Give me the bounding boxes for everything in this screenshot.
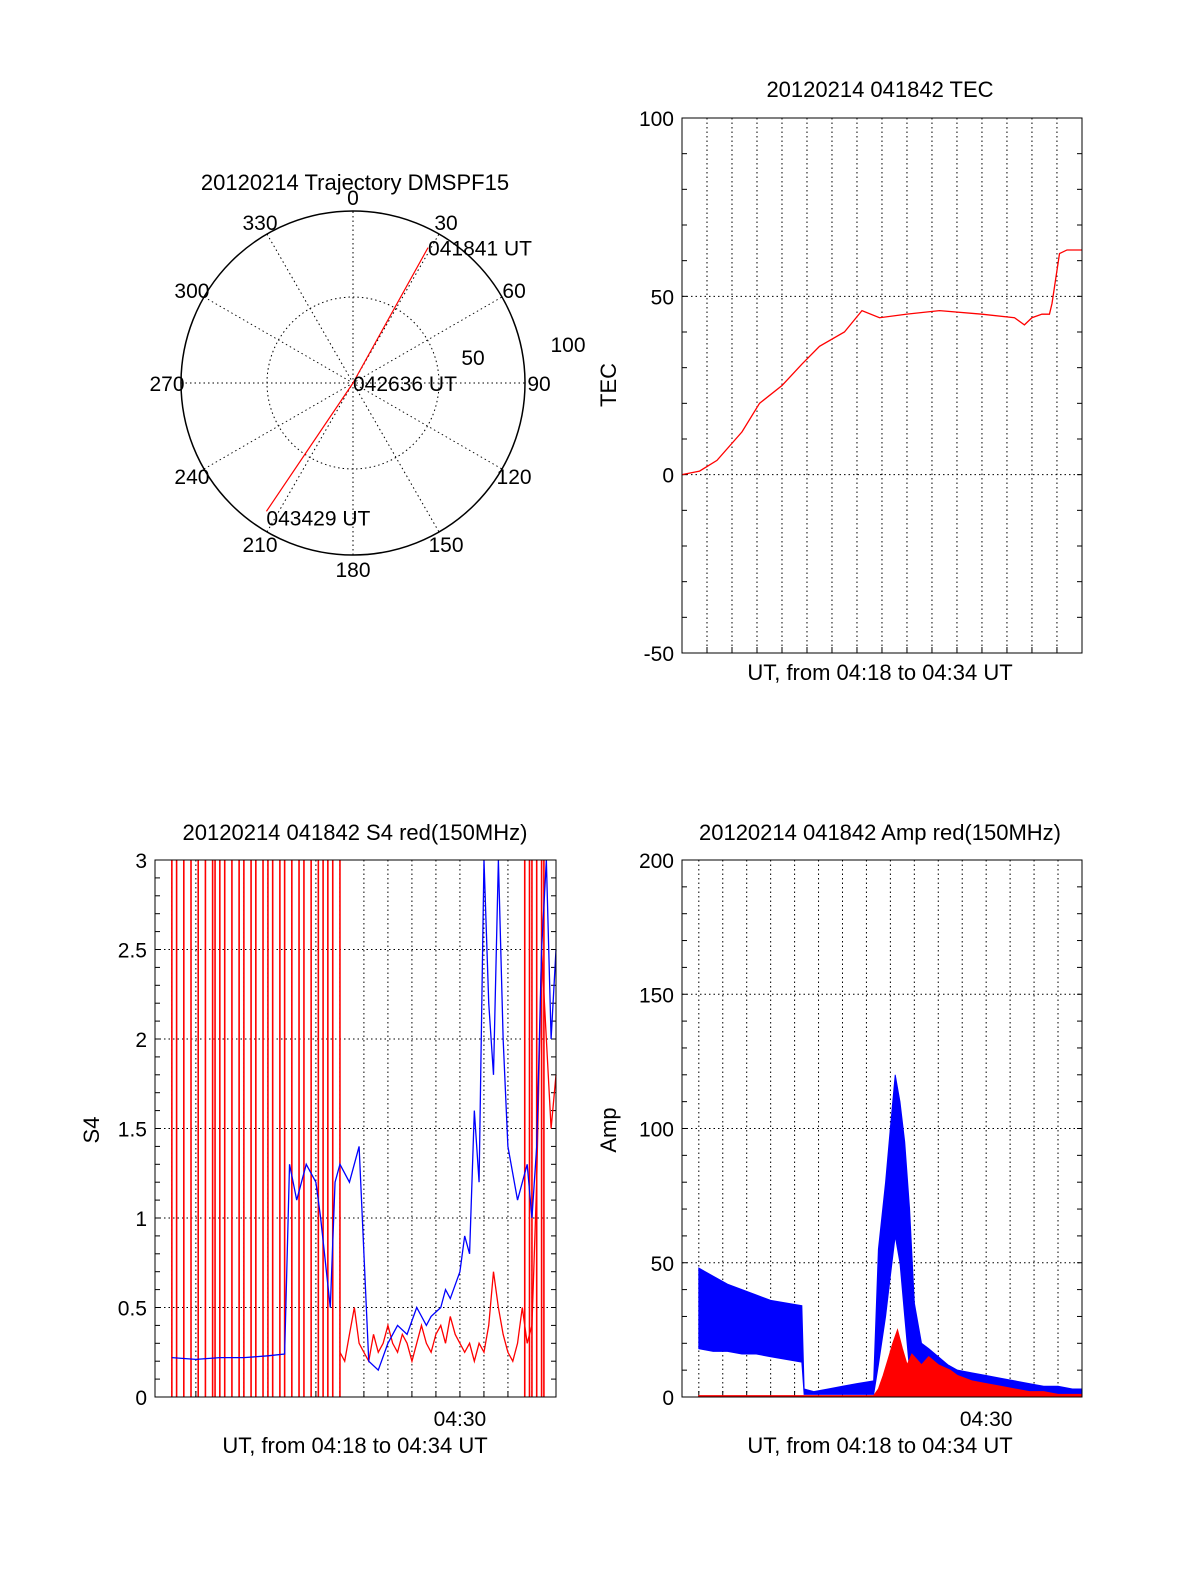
polar-angle-tick: 60 (502, 280, 525, 303)
polar-angle-tick: 30 (434, 212, 457, 235)
tec-x-axis-label: UT, from 04:18 to 04:34 UT (747, 660, 1012, 685)
amp-chart: 20120214 041842 Amp red(150MHz) UT, from… (596, 820, 1083, 1458)
polar-angle-tick: 300 (174, 280, 209, 303)
y-tick-label: 1 (135, 1208, 147, 1231)
polar-angle-tick: 0 (347, 187, 359, 210)
polar-angle-tick: 270 (149, 373, 184, 396)
trajectory-time-label: 041841 UT (428, 238, 532, 261)
polar-angle-tick: 180 (335, 559, 370, 582)
polar-trajectory-chart: 20120214 Trajectory DMSPF15 0 30 60 90 120 15… (149, 170, 585, 582)
polar-radius-tick: 100 (550, 334, 585, 357)
polar-angle-tick: 210 (242, 534, 277, 557)
x-tick-label: 04:30 (960, 1408, 1013, 1431)
y-tick-label: 0.5 (118, 1298, 147, 1321)
y-tick-label: 100 (639, 1119, 674, 1142)
y-tick-label: 200 (639, 850, 674, 873)
s4-x-axis-label: UT, from 04:18 to 04:34 UT (222, 1433, 487, 1458)
amp-plot-frame (681, 859, 1083, 1398)
y-tick-label: 1.5 (118, 1119, 147, 1142)
s4-chart: 20120214 041842 S4 red(150MHz) UT, from … (79, 820, 557, 1458)
y-tick-label: 0 (662, 465, 674, 488)
tec-chart: 20120214 041842 TEC UT, from 04:18 to 04… (596, 77, 1083, 685)
y-tick-label: 50 (651, 1253, 674, 1276)
tec-y-axis-label: TEC (596, 363, 621, 407)
y-tick-label: 3 (135, 850, 147, 873)
polar-angle-tick: 240 (174, 466, 209, 489)
polar-chart-title: 20120214 Trajectory DMSPF15 (201, 170, 509, 195)
polar-angle-tick: 120 (497, 466, 532, 489)
y-tick-label: 150 (639, 984, 674, 1007)
trajectory-line (265, 247, 429, 512)
s4-plot-frame (154, 859, 557, 1398)
x-tick-label: 04:30 (434, 1408, 487, 1431)
y-tick-label: 0 (662, 1387, 674, 1410)
trajectory-time-label: 042636 UT (353, 373, 457, 396)
y-tick-label: 2.5 (118, 940, 147, 963)
tec-plot-frame (681, 117, 1083, 654)
polar-radius-tick: 50 (461, 347, 484, 370)
trajectory-time-label: 043429 UT (266, 507, 370, 530)
y-tick-label: -50 (644, 643, 674, 666)
y-tick-label: 50 (651, 286, 674, 309)
polar-angle-tick: 330 (242, 212, 277, 235)
polar-angle-tick: 90 (527, 373, 550, 396)
y-tick-label: 2 (135, 1029, 147, 1052)
tec-series-line (681, 249, 1082, 476)
s4-blue-series-line (171, 859, 557, 1372)
s4-y-axis-label: S4 (79, 1117, 104, 1144)
polar-angle-tick: 150 (428, 534, 463, 557)
y-tick-label: 0 (135, 1387, 147, 1410)
s4-red-series-line (339, 949, 557, 1364)
y-tick-label: 100 (639, 108, 674, 131)
tec-chart-title: 20120214 041842 TEC (766, 77, 993, 102)
amp-chart-title: 20120214 041842 Amp red(150MHz) (699, 820, 1061, 845)
amp-y-axis-label: Amp (596, 1107, 621, 1152)
s4-chart-title: 20120214 041842 S4 red(150MHz) (183, 820, 528, 845)
amp-x-axis-label: UT, from 04:18 to 04:34 UT (747, 1433, 1012, 1458)
